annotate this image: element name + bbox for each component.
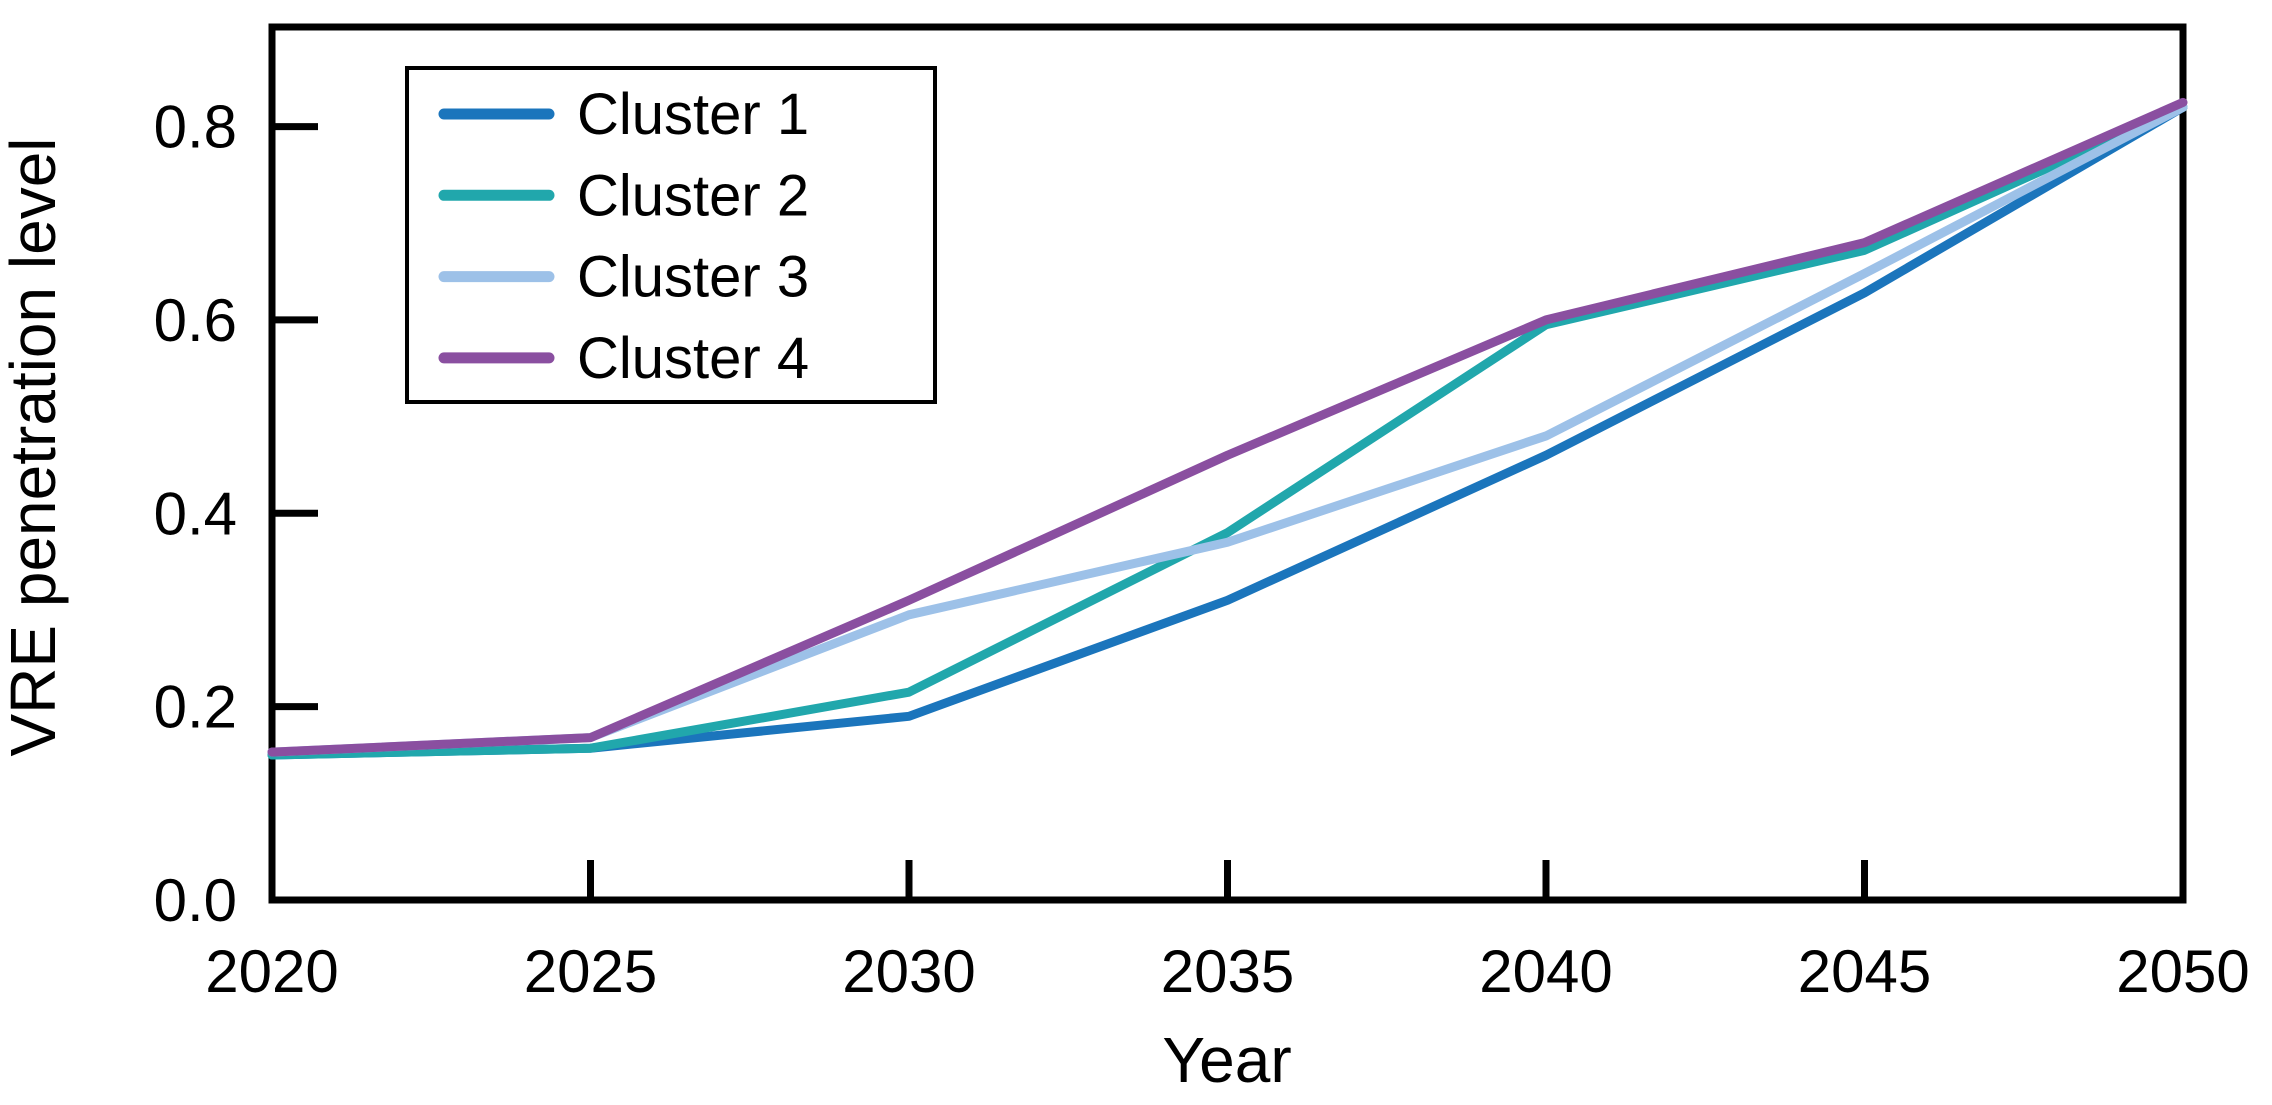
y-tick-label: 0.0: [154, 867, 237, 934]
x-tick-label: 2035: [1161, 938, 1294, 1005]
series-line-cluster-4: [267, 97, 2188, 757]
y-axis-title: VRE penetration level: [0, 137, 69, 756]
x-tick-label: 2040: [1479, 938, 1612, 1005]
x-tick-label: 2020: [205, 938, 338, 1005]
x-tick-label: 2025: [524, 938, 657, 1005]
y-tick-label: 0.6: [154, 287, 237, 354]
legend-label-cluster-3: Cluster 3: [577, 245, 809, 310]
x-tick-label: 2045: [1798, 938, 1931, 1005]
legend-label-cluster-4: Cluster 4: [577, 326, 809, 391]
series-line-cluster-2: [267, 102, 2188, 760]
y-tick-label: 0.4: [154, 480, 237, 547]
x-tick-label: 2030: [842, 938, 975, 1005]
legend-label-cluster-2: Cluster 2: [577, 163, 809, 228]
legend-box: [405, 66, 937, 404]
y-tick-label: 0.2: [154, 674, 237, 741]
x-tick-label: 2050: [2116, 938, 2249, 1005]
x-axis-title: Year: [1162, 1024, 1291, 1096]
y-tick-label: 0.8: [154, 94, 237, 161]
legend-label-cluster-1: Cluster 1: [577, 82, 809, 147]
